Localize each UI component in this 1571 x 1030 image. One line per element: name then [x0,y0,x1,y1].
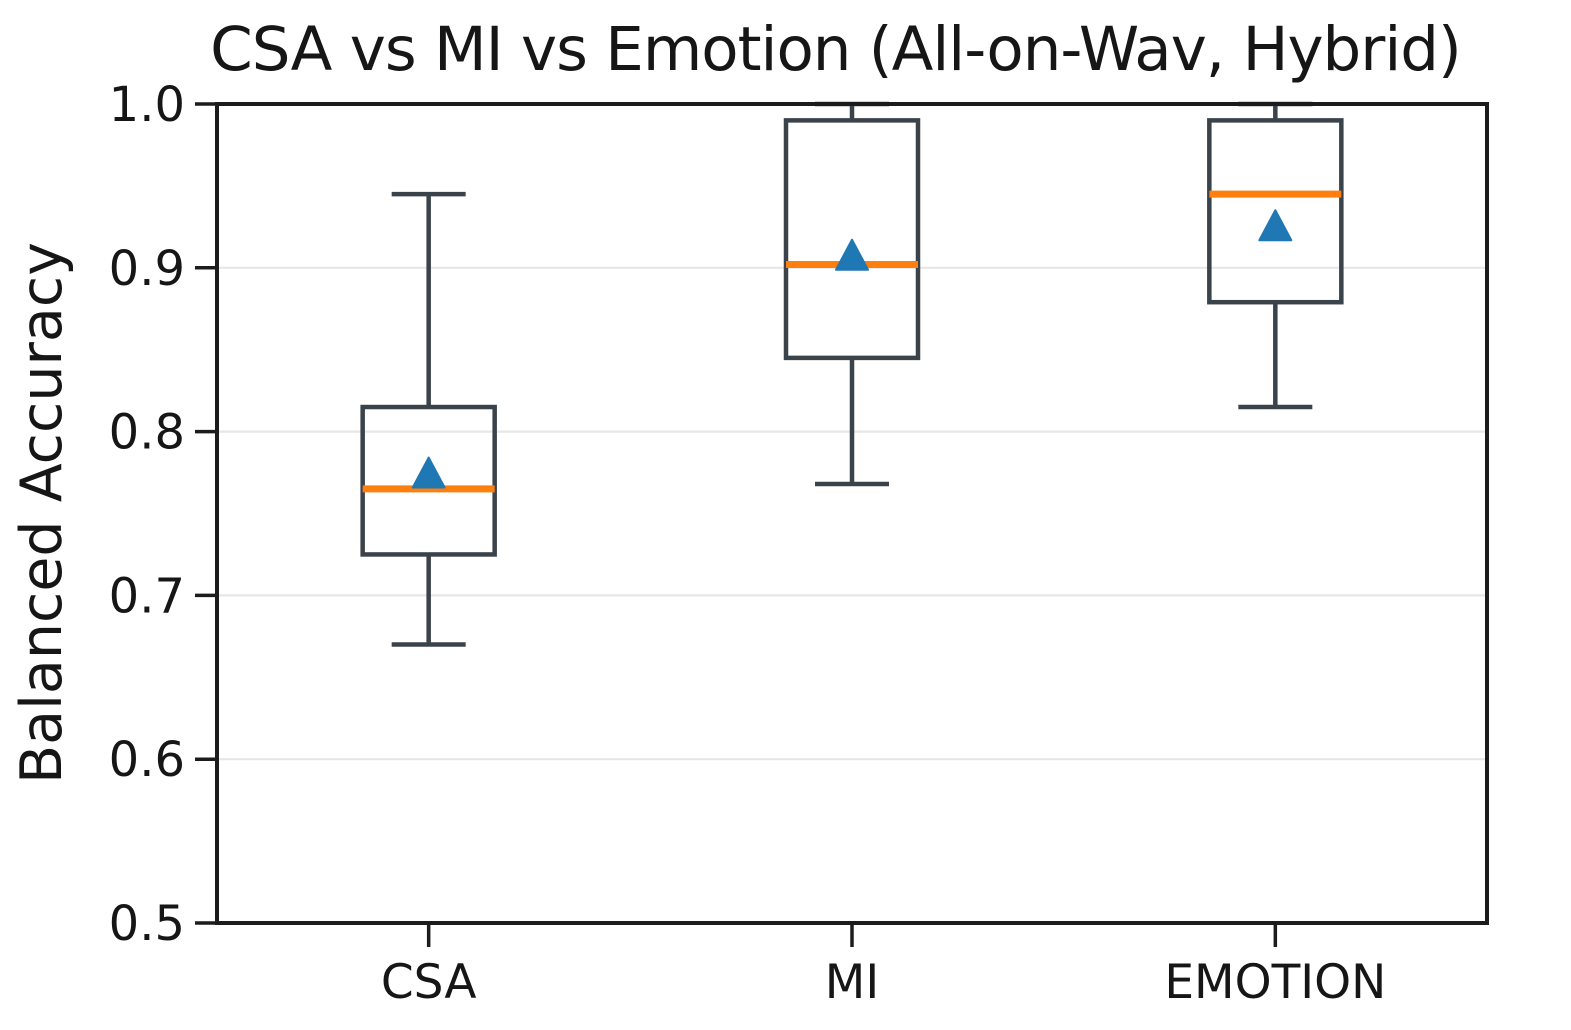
mean-marker-CSA [411,456,446,489]
box-EMOTION [1207,118,1344,305]
y-tick-label: 0.6 [109,732,185,788]
mean-marker-EMOTION [1258,209,1293,242]
y-tick-label: 0.8 [109,405,185,461]
mean-marker-MI [835,238,869,271]
box-MI [783,118,921,361]
box-CSA [360,404,497,557]
y-tick-label: 0.9 [109,241,185,297]
x-tick-label-EMOTION: EMOTION [1164,955,1386,1010]
axes-spines [215,102,1489,925]
x-tick-label-MI: MI [825,955,879,1010]
y-tick-label: 0.5 [109,896,185,952]
y-tick-label: 0.7 [109,568,185,624]
chart-title: CSA vs MI vs Emotion (All-on-Wav, Hybrid… [210,14,1462,85]
y-tick-label: 1.0 [109,77,185,133]
x-tick-label-CSA: CSA [381,955,477,1010]
